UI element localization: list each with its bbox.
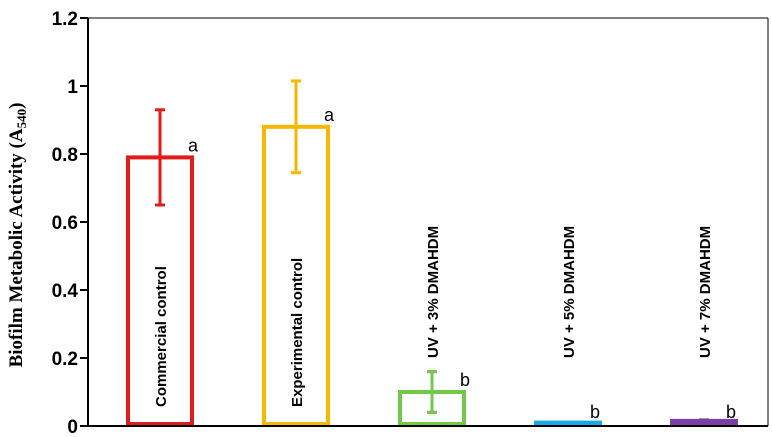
bar-label: Experimental control: [289, 258, 306, 407]
error-bars: [155, 79, 709, 424]
y-tick-label: 0.8: [52, 145, 78, 166]
significance-letter: a: [188, 135, 199, 155]
y-tick-label: 0.6: [52, 213, 78, 234]
y-tick-label: 0.4: [52, 281, 79, 302]
y-tick-label: 0.2: [52, 349, 78, 370]
significance-letters: a a b b b: [188, 105, 736, 422]
bar-label: UV + 5% DMAHDM: [561, 226, 578, 358]
significance-letter: a: [324, 105, 335, 125]
y-axis: [80, 17, 89, 427]
y-axis-label: Biofilm Metabolic Activity (A540): [6, 103, 29, 368]
y-tick-labels: 0 0.2 0.4 0.6 0.8 1 1.2: [52, 9, 79, 437]
bar: [262, 124, 330, 427]
y-axis-label-close: ): [6, 103, 27, 109]
bar: [534, 420, 602, 427]
y-axis-label-main: Biofilm Metabolic Activity (A: [6, 128, 27, 367]
y-axis-label-subscript: 540: [14, 109, 29, 129]
significance-letter: b: [726, 402, 736, 422]
bar-label: UV + 3% DMAHDM: [425, 226, 442, 358]
bar-label: Commercial control: [153, 266, 170, 407]
significance-letter: b: [590, 402, 600, 422]
y-tick-label: 1.2: [52, 9, 78, 30]
significance-letter: b: [460, 370, 470, 390]
bar-label: UV + 7% DMAHDM: [697, 226, 714, 358]
y-tick-label: 1: [67, 77, 78, 98]
bar-labels: Commercial control Experimental control UV…: [153, 226, 714, 407]
y-tick-label: 0: [67, 417, 78, 437]
